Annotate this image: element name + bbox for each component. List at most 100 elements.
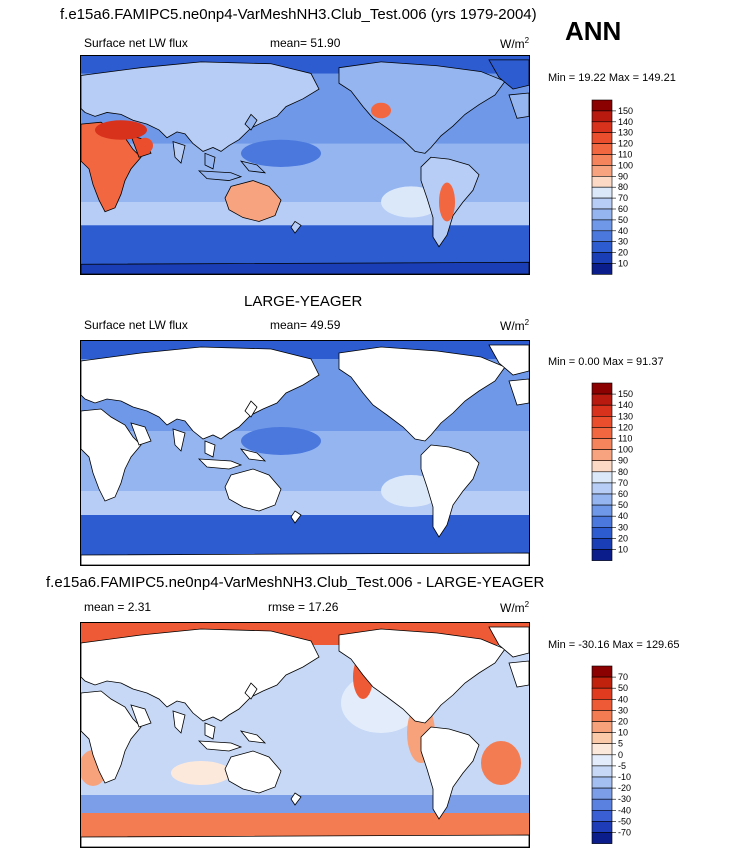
continent-outline xyxy=(204,722,216,740)
continent-outline xyxy=(204,152,216,170)
continent-outline xyxy=(172,428,186,452)
continent-outline xyxy=(81,552,529,565)
colorbar-label: 150 xyxy=(618,389,633,399)
continent-outline xyxy=(290,792,302,806)
colorbar-label: -10 xyxy=(618,772,631,782)
continent-outline xyxy=(197,458,243,470)
panel1-map xyxy=(80,55,530,275)
panel2-variable: Surface net LW flux xyxy=(84,318,188,332)
panel3-mean: mean = 2.31 xyxy=(84,600,152,614)
page-title: f.e15a6.FAMIPC5.ne0np4-VarMeshNH3.Club_T… xyxy=(60,6,537,23)
colorbar-box xyxy=(591,743,613,756)
panel1-units: W/m2 xyxy=(500,36,530,51)
panel2-map-graphic xyxy=(81,341,529,565)
colorbar-label: -30 xyxy=(618,794,631,804)
colorbar-box xyxy=(591,810,613,822)
colorbar-box xyxy=(591,197,613,210)
colorbar-box xyxy=(591,241,613,253)
warm-pool-field xyxy=(241,139,321,167)
colorbar-box xyxy=(591,471,613,484)
colorbar-label: 70 xyxy=(618,193,628,203)
colorbar-label: 140 xyxy=(618,400,633,410)
continent-outline xyxy=(338,346,506,442)
continent-outline xyxy=(197,740,243,752)
continent-outline xyxy=(244,113,258,131)
colorbar-box xyxy=(591,732,613,744)
colorbar-box xyxy=(591,208,613,221)
colorbar-box xyxy=(591,493,613,506)
colorbar-box xyxy=(591,665,613,678)
continent-outline xyxy=(420,726,480,820)
colorbar-label: 80 xyxy=(618,182,628,192)
warm-pool-field xyxy=(241,427,321,455)
colorbar-box xyxy=(591,176,613,188)
continent-outline xyxy=(338,61,506,154)
panel2-units: W/m2 xyxy=(500,318,530,333)
colorbar-box xyxy=(591,143,613,155)
colorbar-label: 70 xyxy=(618,672,628,682)
colorbar-label: 50 xyxy=(618,500,628,510)
colorbar-label: 150 xyxy=(618,106,633,116)
panel3-map xyxy=(80,622,530,848)
colorbar-label: -5 xyxy=(618,761,626,771)
continent-outline xyxy=(130,704,152,728)
continent-outline xyxy=(81,408,142,502)
colorbar-label: 130 xyxy=(618,411,633,421)
colorbar-label: 60 xyxy=(618,204,628,214)
colorbar-label: -70 xyxy=(618,828,631,838)
australia-hotspot xyxy=(239,192,275,212)
colorbar-box xyxy=(591,404,613,417)
continent-outline xyxy=(290,510,302,524)
colorbar-box xyxy=(591,832,613,844)
colorbar-label: 30 xyxy=(618,237,628,247)
colorbar-box xyxy=(591,219,613,232)
continent-outline xyxy=(239,730,267,744)
panel3-map-graphic xyxy=(81,623,529,847)
colorbar-label: 100 xyxy=(618,160,633,170)
colorbar-label: -50 xyxy=(618,816,631,826)
arabia-hotspot xyxy=(137,137,153,154)
colorbar-box xyxy=(591,538,613,550)
colorbar-label: -40 xyxy=(618,805,631,815)
colorbar-label: 70 xyxy=(618,478,628,488)
continent-outline xyxy=(338,628,506,724)
colorbar-box xyxy=(591,382,613,395)
panel2-title: LARGE-YEAGER xyxy=(244,293,363,310)
continent-outline xyxy=(130,422,152,446)
colorbar-box xyxy=(591,504,613,517)
panel3-title: f.e15a6.FAMIPC5.ne0np4-VarMeshNH3.Club_T… xyxy=(46,574,545,591)
colorbar-box xyxy=(591,549,613,561)
southern-ocean-band xyxy=(81,515,529,555)
panel1-variable: Surface net LW flux xyxy=(84,36,188,50)
colorbar-label: 5 xyxy=(618,739,623,749)
continent-outline xyxy=(488,626,529,658)
colorbar-box xyxy=(591,482,613,495)
colorbar-box xyxy=(591,710,613,722)
indian-ocean-patch xyxy=(171,761,231,785)
colorbar-box xyxy=(591,754,613,767)
colorbar-label: 110 xyxy=(618,150,632,160)
colorbar-label: 120 xyxy=(618,422,633,432)
panel2-minmax: Min = 0.00 Max = 91.37 xyxy=(548,356,664,368)
colorbar-label: 20 xyxy=(618,248,628,258)
continent-outline xyxy=(172,710,186,734)
colorbar-box xyxy=(591,132,613,144)
colorbar-box xyxy=(591,449,613,461)
colorbar-box xyxy=(591,460,613,473)
panel1-mean: mean= 51.90 xyxy=(270,36,341,50)
colorbar-label: 50 xyxy=(618,215,628,225)
colorbar-box xyxy=(591,121,613,133)
colorbar-box xyxy=(591,263,613,275)
continent-outline xyxy=(239,160,267,174)
panel1-map-graphic xyxy=(81,56,529,274)
panel2-colorbar: 150 140 130 120 110 100 90 80 70 60 50 40 30 20 10 xyxy=(591,382,642,563)
continent-outline xyxy=(204,440,216,458)
colorbar-label: 110 xyxy=(618,434,632,444)
continent-outline xyxy=(244,400,258,418)
subtropical-band xyxy=(81,491,529,515)
continent-outline xyxy=(81,346,320,440)
continent-outline xyxy=(81,628,320,722)
colorbar-label: 80 xyxy=(618,467,628,477)
